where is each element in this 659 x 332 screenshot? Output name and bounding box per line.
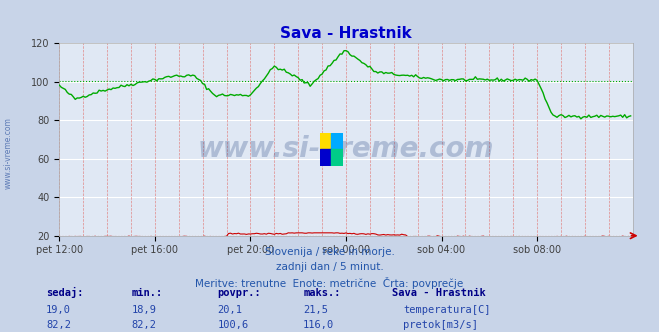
Text: Meritve: trenutne  Enote: metrične  Črta: povprečje: Meritve: trenutne Enote: metrične Črta: … [195,277,464,289]
Bar [331,133,343,149]
Text: sedaj:: sedaj: [46,287,84,298]
Bar [320,133,331,149]
Text: Sava - Hrastnik: Sava - Hrastnik [392,288,486,298]
Text: 18,9: 18,9 [132,305,157,315]
Text: min.:: min.: [132,288,163,298]
Text: 82,2: 82,2 [132,320,157,330]
Text: 20,1: 20,1 [217,305,243,315]
Bar [331,149,343,166]
Text: pretok[m3/s]: pretok[m3/s] [403,320,478,330]
Text: 116,0: 116,0 [303,320,334,330]
Title: Sava - Hrastnik: Sava - Hrastnik [280,26,412,41]
Text: www.si-vreme.com: www.si-vreme.com [198,135,494,163]
Text: maks.:: maks.: [303,288,341,298]
Text: 100,6: 100,6 [217,320,248,330]
Text: zadnji dan / 5 minut.: zadnji dan / 5 minut. [275,262,384,272]
Text: Slovenija / reke in morje.: Slovenija / reke in morje. [264,247,395,257]
Bar [320,149,331,166]
Text: 82,2: 82,2 [46,320,71,330]
Text: 19,0: 19,0 [46,305,71,315]
Text: www.si-vreme.com: www.si-vreme.com [3,117,13,189]
Text: povpr.:: povpr.: [217,288,261,298]
Text: 21,5: 21,5 [303,305,328,315]
Text: temperatura[C]: temperatura[C] [403,305,491,315]
